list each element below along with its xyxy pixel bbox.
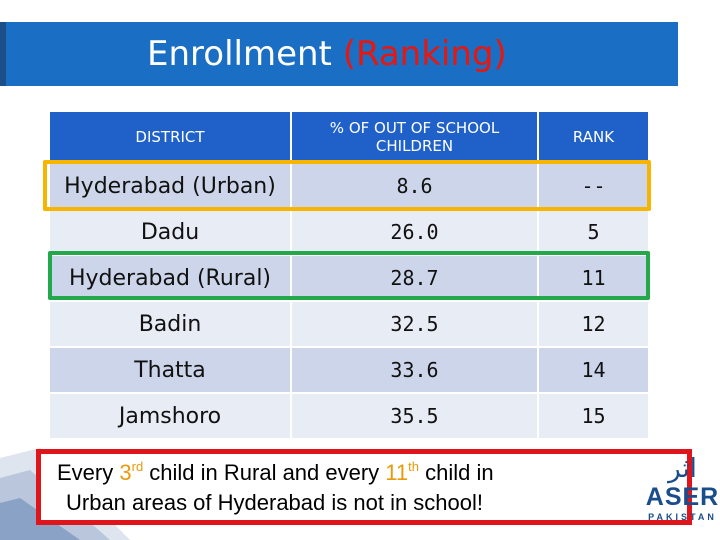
- district-cell: Thatta: [48, 346, 292, 394]
- column-header-district: DISTRICT: [48, 110, 292, 164]
- enrollment-ranking-table: DISTRICT % OF OUT OF SCHOOL CHILDREN RAN…: [48, 110, 650, 440]
- percent-cell: 26.0: [290, 208, 539, 256]
- callout-line-1: Every 3rd child in Rural and every 11th …: [57, 459, 494, 485]
- logo-name: ASER: [645, 483, 720, 511]
- district-cell: Jamshoro: [48, 392, 292, 440]
- column-header-percent: % OF OUT OF SCHOOL CHILDREN: [290, 110, 539, 164]
- rank-cell: 11: [537, 254, 650, 302]
- title-bar: [0, 22, 678, 86]
- table-row: Thatta 33.6 14: [48, 346, 650, 394]
- logo-urdu-text: اثر: [668, 454, 697, 484]
- rank-cell: 15: [537, 392, 650, 440]
- title-main: Enrollment: [147, 34, 332, 74]
- district-cell: Hyderabad (Urban): [48, 162, 292, 210]
- percent-cell: 28.7: [290, 254, 539, 302]
- aser-logo: اثر ASER PAKISTAN: [645, 454, 720, 534]
- table-row: Hyderabad (Rural) 28.7 11: [48, 254, 650, 302]
- key-finding-callout: Every 3rd child in Rural and every 11th …: [36, 449, 692, 525]
- rank-cell: 12: [537, 300, 650, 348]
- table-row: Jamshoro 35.5 15: [48, 392, 650, 440]
- table-row: Badin 32.5 12: [48, 300, 650, 348]
- title-accent: (Ranking): [342, 34, 507, 74]
- percent-cell: 32.5: [290, 300, 539, 348]
- table-row: Hyderabad (Urban) 8.6 --: [48, 162, 650, 210]
- column-header-rank: RANK: [537, 110, 650, 164]
- percent-cell: 33.6: [290, 346, 539, 394]
- district-cell: Badin: [48, 300, 292, 348]
- percent-cell: 8.6: [290, 162, 539, 210]
- logo-country: PAKISTAN: [648, 512, 717, 522]
- percent-cell: 35.5: [290, 392, 539, 440]
- table-header-row: DISTRICT % OF OUT OF SCHOOL CHILDREN RAN…: [48, 110, 650, 164]
- table-row: Dadu 26.0 5: [48, 208, 650, 256]
- district-cell: Dadu: [48, 208, 292, 256]
- callout-line-2: Urban areas of Hyderabad is not in schoo…: [66, 490, 484, 515]
- rank-cell: --: [537, 162, 650, 210]
- rank-cell: 14: [537, 346, 650, 394]
- page-title: Enrollment (Ranking): [147, 34, 507, 74]
- rank-cell: 5: [537, 208, 650, 256]
- district-cell: Hyderabad (Rural): [48, 254, 292, 302]
